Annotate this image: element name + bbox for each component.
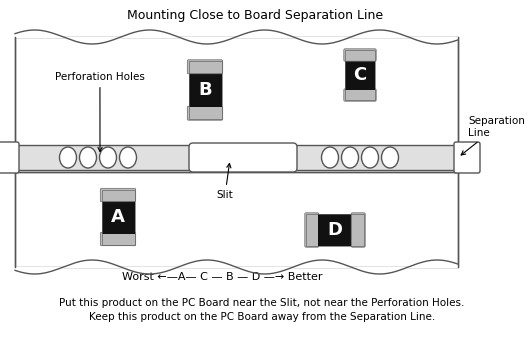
FancyBboxPatch shape [100,232,136,246]
Ellipse shape [59,147,76,168]
FancyBboxPatch shape [344,49,376,61]
Bar [345,60,375,90]
Text: A: A [111,208,125,226]
Text: B: B [198,81,212,99]
FancyBboxPatch shape [351,213,365,247]
Bar [306,214,364,246]
FancyBboxPatch shape [187,60,223,74]
Text: Separation
Line: Separation Line [461,116,525,155]
FancyBboxPatch shape [305,213,319,247]
Bar [15,37,458,147]
FancyBboxPatch shape [344,89,376,101]
FancyBboxPatch shape [187,106,223,120]
Text: Worst ←—A— C — B — D —→ Better: Worst ←—A— C — B — D —→ Better [122,272,322,282]
FancyBboxPatch shape [454,142,480,173]
Bar [102,189,135,245]
Ellipse shape [361,147,378,168]
Ellipse shape [341,147,358,168]
Bar [189,61,222,119]
Text: D: D [328,221,342,239]
Bar [189,72,222,107]
Text: Perforation Holes: Perforation Holes [55,72,145,151]
Text: C: C [354,66,367,84]
Ellipse shape [80,147,96,168]
Text: Mounting Close to Board Separation Line: Mounting Close to Board Separation Line [127,9,383,21]
Text: Put this product on the PC Board near the Slit, not near the Perforation Holes.: Put this product on the PC Board near th… [59,298,465,308]
Ellipse shape [100,147,117,168]
FancyBboxPatch shape [100,188,136,202]
Bar [15,172,458,267]
Bar [15,145,458,170]
Ellipse shape [119,147,137,168]
Ellipse shape [322,147,339,168]
FancyBboxPatch shape [189,143,297,172]
Bar [102,200,135,234]
Ellipse shape [382,147,399,168]
Bar [317,214,352,246]
Bar [345,50,375,100]
FancyBboxPatch shape [0,142,19,173]
Text: Slit: Slit [217,164,233,200]
Text: Keep this product on the PC Board away from the Separation Line.: Keep this product on the PC Board away f… [89,312,435,322]
